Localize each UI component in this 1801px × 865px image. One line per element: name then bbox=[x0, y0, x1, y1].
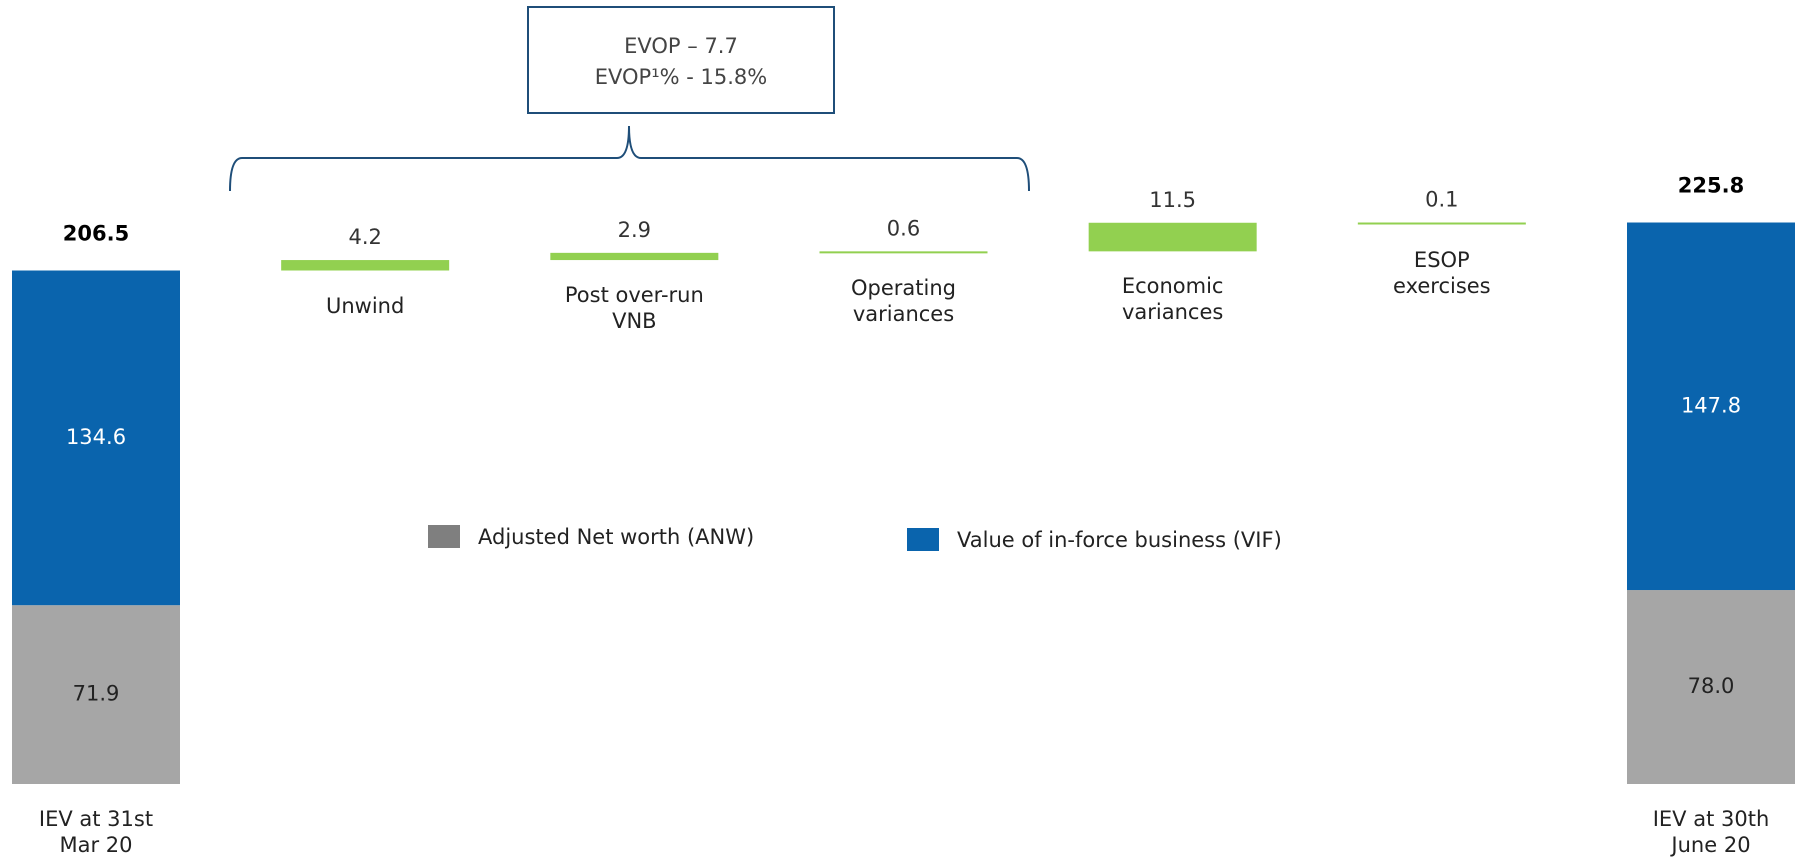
change-bar bbox=[819, 251, 988, 254]
change-bar bbox=[1357, 222, 1526, 225]
change-label: 4.2 bbox=[348, 225, 381, 249]
change-label: 11.5 bbox=[1149, 188, 1196, 212]
category-label: ESOP exercises bbox=[1393, 247, 1491, 298]
change-bar bbox=[1088, 222, 1257, 252]
change-bar bbox=[550, 252, 719, 261]
annotation-text: EVOP¹% - 15.8% bbox=[595, 65, 767, 89]
legend-label: Value of in-force business (VIF) bbox=[957, 528, 1282, 552]
change-label: 2.9 bbox=[618, 218, 651, 242]
bar-segment bbox=[1627, 590, 1795, 784]
segment-label: 78.0 bbox=[1688, 674, 1735, 698]
segment-label: 71.9 bbox=[73, 682, 120, 706]
change-label: 0.6 bbox=[887, 216, 920, 240]
category-label: IEV at 30th June 20 bbox=[1652, 807, 1770, 857]
category-label: Operating variances bbox=[851, 276, 956, 327]
total-label: 225.8 bbox=[1678, 174, 1744, 198]
bar-segment bbox=[12, 270, 180, 606]
legend-swatch bbox=[907, 528, 939, 551]
annotation-box bbox=[527, 6, 835, 114]
category-label: IEV at 31st Mar 20 bbox=[38, 807, 154, 857]
bracket bbox=[229, 125, 1030, 192]
legend-label: Adjusted Net worth (ANW) bbox=[478, 525, 754, 549]
segment-label: 147.8 bbox=[1681, 393, 1741, 417]
category-label: Unwind bbox=[325, 293, 405, 318]
legend-swatch bbox=[428, 525, 460, 548]
bar-segment bbox=[12, 605, 180, 784]
annotation-text: EVOP – 7.7 bbox=[624, 34, 738, 58]
total-label: 206.5 bbox=[63, 222, 129, 246]
change-label: 0.1 bbox=[1425, 188, 1458, 212]
category-label: Post over-run VNB bbox=[564, 283, 704, 334]
segment-label: 134.6 bbox=[66, 425, 126, 449]
change-bar bbox=[281, 260, 450, 271]
category-label: Economic variances bbox=[1121, 274, 1224, 325]
bar-segment bbox=[1627, 222, 1795, 591]
